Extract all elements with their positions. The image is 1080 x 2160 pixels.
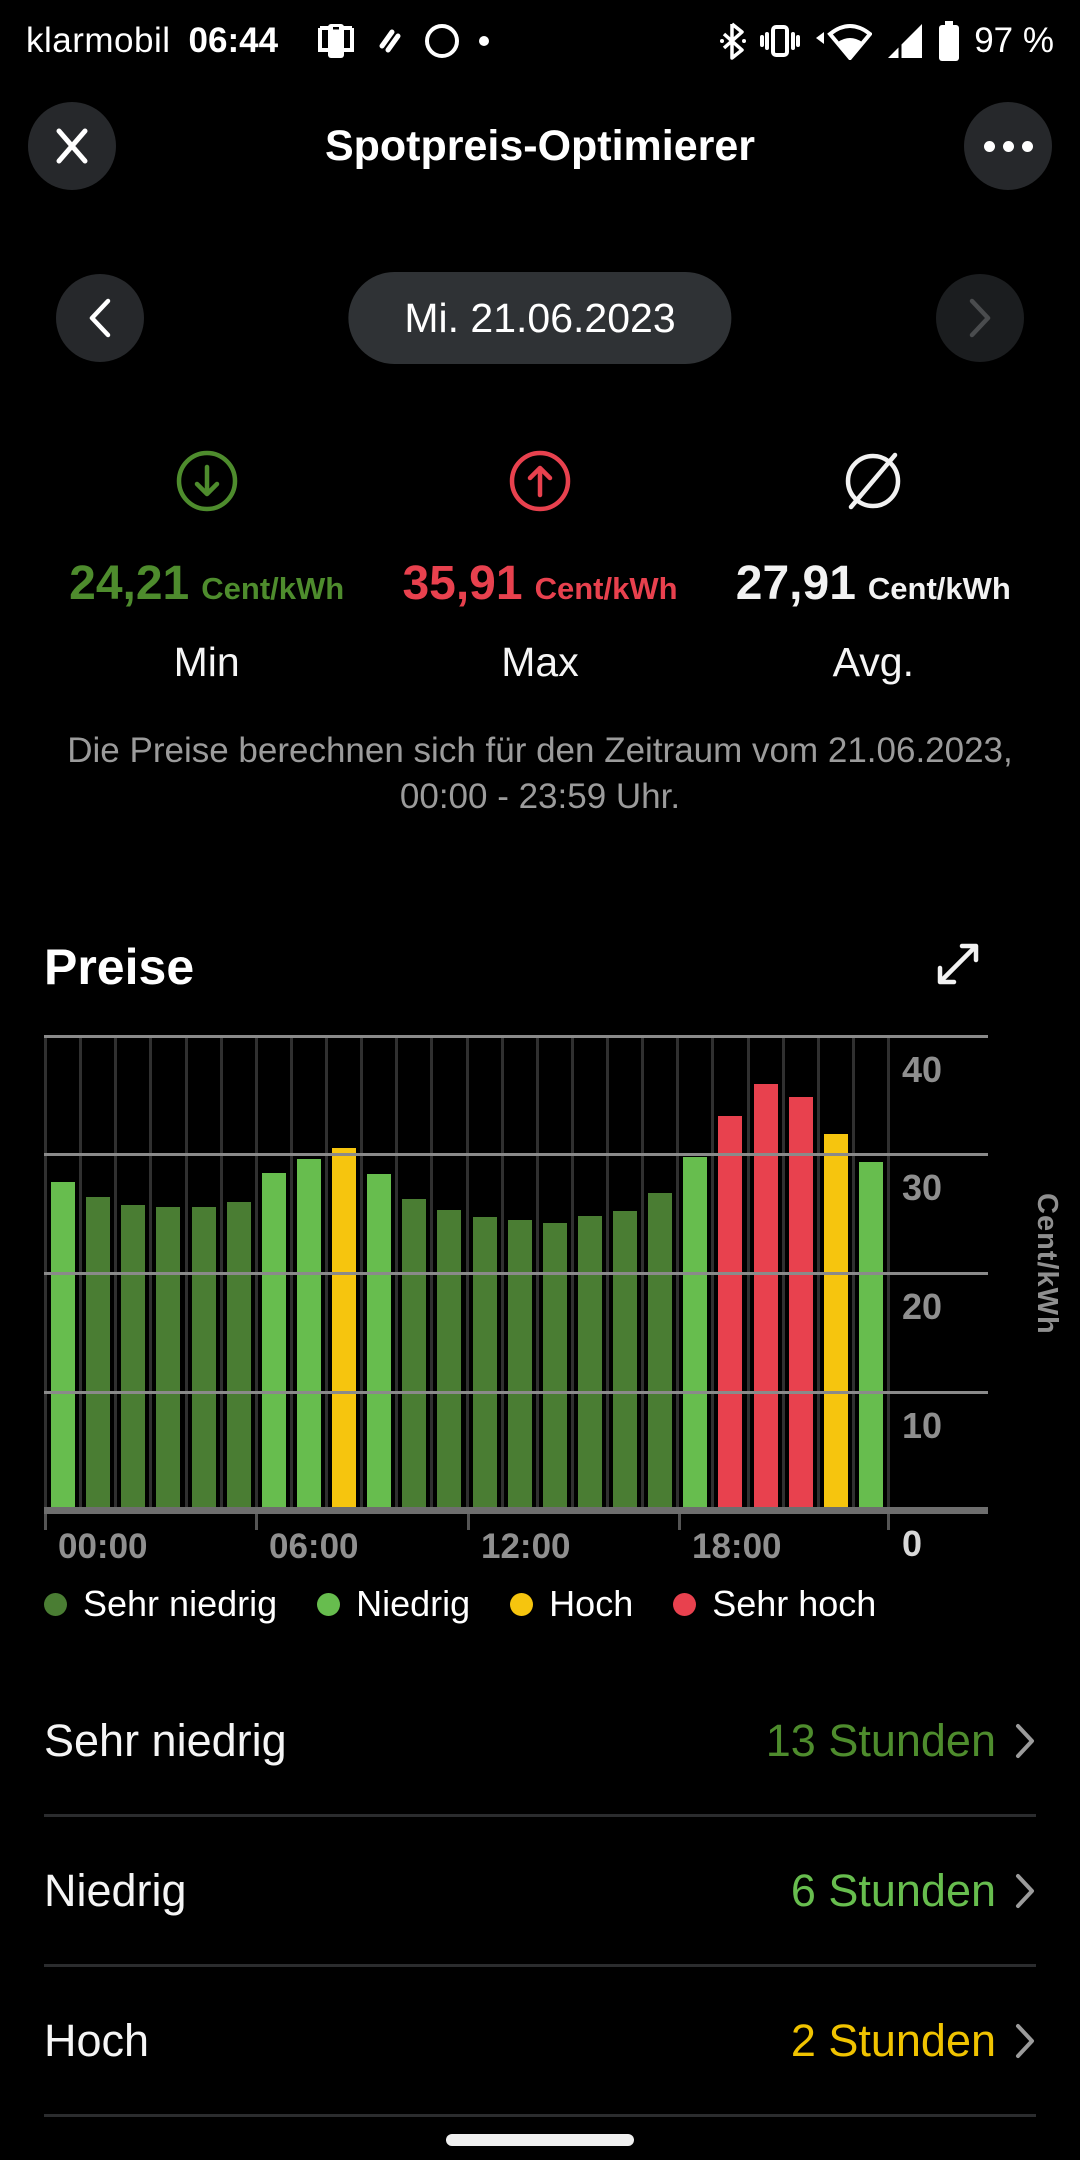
- price-stats: 24,21 Cent/kWh Min 35,91 Cent/kWh Max 27…: [40, 446, 1040, 686]
- y-tick-40: 40: [902, 1049, 943, 1090]
- stat-max: 35,91 Cent/kWh Max: [373, 446, 706, 686]
- max-label: Max: [501, 639, 579, 685]
- max-unit: Cent/kWh: [534, 571, 678, 606]
- more-options-icon: [983, 140, 1033, 152]
- min-label: Min: [173, 639, 240, 685]
- header: Spotpreis-Optimierer: [0, 100, 1080, 192]
- chart-grid: 40 30 20 10 0 00:00 06:00 12:00 18:00: [44, 1035, 988, 1566]
- x-tick-0600: 06:00: [269, 1527, 359, 1566]
- chart-title: Preise: [44, 939, 195, 995]
- carrier-label: klarmobil: [26, 21, 171, 60]
- next-day-button[interactable]: [936, 274, 1024, 362]
- niedrig-hours: 6 Stunden: [790, 1864, 996, 1916]
- y-tick-20: 20: [902, 1286, 943, 1327]
- y-axis-unit-label: Cent/kWh: [1031, 1193, 1063, 1335]
- status-bar: klarmobil 06:44: [0, 0, 1080, 82]
- price-period-notice: Die Preise berechnen sich für den Zeitra…: [67, 731, 1013, 816]
- stat-avg: 27,91 Cent/kWh Avg.: [707, 446, 1040, 686]
- expand-chart-button[interactable]: [928, 934, 988, 994]
- x-tick-1800: 18:00: [692, 1527, 782, 1566]
- chart-legend: Sehr niedrig Niedrig Hoch Sehr hoch: [44, 1583, 876, 1625]
- niedrig-dot: [317, 1592, 341, 1616]
- notification-dot: [478, 35, 490, 47]
- arrow-up-circle-icon: [506, 446, 574, 516]
- home-indicator[interactable]: [446, 2134, 634, 2146]
- legend-item-sehr-hoch: Sehr hoch: [673, 1583, 876, 1625]
- date-label: Mi. 21.06.2023: [404, 294, 676, 341]
- chevron-left-icon: [87, 297, 113, 339]
- previous-day-button[interactable]: [56, 274, 144, 362]
- date-navigation: Mi. 21.06.2023: [0, 272, 1080, 364]
- x-tick-0000: 00:00: [58, 1527, 148, 1566]
- screen-share-icon: [316, 20, 356, 62]
- bluetooth-icon: [720, 22, 747, 60]
- expand-icon: [928, 934, 988, 994]
- legend-item-hoch: Hoch: [510, 1583, 633, 1625]
- battery-icon: [938, 21, 960, 61]
- wifi-icon: [814, 22, 873, 60]
- sehr-niedrig-hours: 13 Stunden: [765, 1714, 996, 1766]
- price-bar-chart[interactable]: 40 30 20 10 0 00:00 06:00 12:00 18:00 Ce…: [44, 1035, 1080, 1635]
- y-tick-0: 0: [902, 1523, 923, 1564]
- average-slash-circle-icon: [839, 446, 907, 516]
- arrow-down-circle-icon: [173, 446, 241, 516]
- cellular-icon: [886, 22, 924, 60]
- battery-percent: 97 %: [974, 21, 1054, 60]
- vibrate-icon: [760, 22, 801, 60]
- y-tick-30: 30: [902, 1167, 943, 1208]
- date-pill[interactable]: Mi. 21.06.2023: [348, 272, 732, 364]
- sehr-hoch-dot: [673, 1592, 697, 1616]
- list-item-sehr-niedrig[interactable]: Sehr niedrig 13 Stunden: [44, 1667, 1036, 1817]
- category-list: Sehr niedrig 13 Stunden Niedrig 6 Stunde…: [44, 1667, 1036, 2117]
- min-value: 24,21: [69, 557, 190, 610]
- legend-item-sehr-niedrig: Sehr niedrig: [44, 1583, 277, 1625]
- hoch-hours: 2 Stunden: [790, 2014, 996, 2066]
- chart-header: Preise: [44, 938, 1036, 1002]
- page-title: Spotpreis-Optimierer: [324, 122, 756, 170]
- chevron-right-icon: [1014, 1872, 1036, 1910]
- list-item-niedrig[interactable]: Niedrig 6 Stunden: [44, 1817, 1036, 1967]
- data-saver-icon: [422, 21, 462, 61]
- hoch-dot: [510, 1592, 534, 1616]
- more-options-button[interactable]: [964, 102, 1052, 190]
- min-unit: Cent/kWh: [201, 571, 345, 606]
- close-button[interactable]: [28, 102, 116, 190]
- chevron-right-icon: [1014, 2022, 1036, 2060]
- max-value: 35,91: [402, 557, 523, 610]
- close-icon: [53, 127, 91, 165]
- x-axis-line: [44, 1507, 988, 1514]
- stat-min: 24,21 Cent/kWh Min: [40, 446, 373, 686]
- y-tick-10: 10: [902, 1405, 943, 1446]
- chevron-right-icon: [1014, 1722, 1036, 1760]
- avg-unit: Cent/kWh: [867, 571, 1011, 606]
- sehr-niedrig-dot: [44, 1592, 67, 1616]
- x-tick-1200: 12:00: [481, 1527, 571, 1566]
- avg-label: Avg.: [832, 639, 914, 685]
- legend-item-niedrig: Niedrig: [317, 1583, 470, 1625]
- volte-icon: [372, 24, 406, 58]
- avg-value: 27,91: [735, 557, 856, 610]
- list-item-hoch[interactable]: Hoch 2 Stunden: [44, 1967, 1036, 2117]
- chevron-right-icon: [967, 297, 993, 339]
- clock: 06:44: [188, 21, 279, 60]
